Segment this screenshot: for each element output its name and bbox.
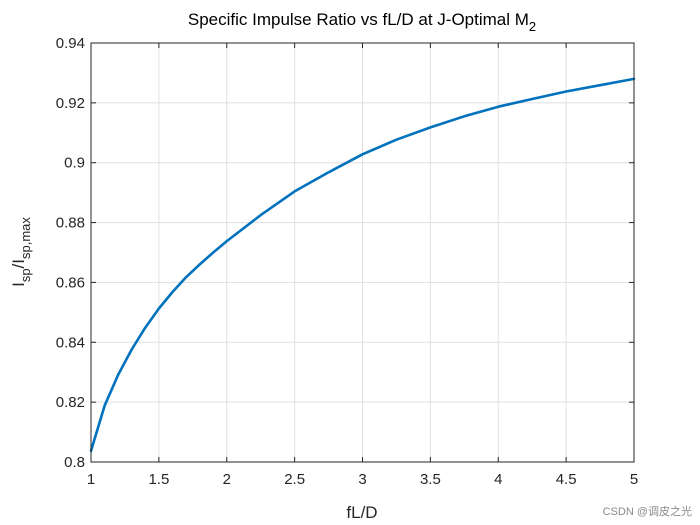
y-tick-label: 0.82 xyxy=(56,394,85,411)
y-tick-label: 0.86 xyxy=(56,274,85,291)
y-ticks: 0.8 0.82 0.84 0.86 0.88 0.9 0.92 0.94 xyxy=(56,35,634,471)
y-tick-label: 0.8 xyxy=(64,454,85,471)
y-tick-label: 0.94 xyxy=(56,35,85,52)
y-label-main: I xyxy=(9,282,28,287)
chart-title-subscript: 2 xyxy=(529,19,536,34)
x-tick-label: 2 xyxy=(223,471,231,488)
x-tick-label: 2.5 xyxy=(284,471,305,488)
series-line xyxy=(89,77,636,453)
x-tick-label: 3.5 xyxy=(420,471,441,488)
x-tick-label: 1 xyxy=(87,471,95,488)
x-tick-label: 4 xyxy=(494,471,502,488)
y-tick-label: 0.9 xyxy=(64,155,85,172)
x-tick-label: 5 xyxy=(630,471,638,488)
y-tick-label: 0.92 xyxy=(56,95,85,112)
x-tick-label: 3 xyxy=(358,471,366,488)
x-axis-label: fL/D xyxy=(346,503,377,522)
x-tick-label: 4.5 xyxy=(556,471,577,488)
series-layer xyxy=(89,77,636,453)
x-ticks: 1 1.5 2 2.5 3 3.5 4 4.5 5 xyxy=(87,43,638,488)
y-axis-label: Isp/Isp,max xyxy=(9,217,33,287)
y-tick-label: 0.84 xyxy=(56,334,85,351)
y-label-sub1: sp xyxy=(18,268,33,282)
chart-title: Specific Impulse Ratio vs fL/D at J-Opti… xyxy=(188,10,536,34)
chart-title-main: Specific Impulse Ratio vs fL/D at J-Opti… xyxy=(188,10,529,29)
y-label-sub2: sp,max xyxy=(18,217,33,259)
y-tick-label: 0.88 xyxy=(56,215,85,232)
watermark: CSDN @调皮之光 xyxy=(602,506,692,518)
y-label-mid: /I xyxy=(9,259,28,268)
x-tick-label: 1.5 xyxy=(148,471,169,488)
